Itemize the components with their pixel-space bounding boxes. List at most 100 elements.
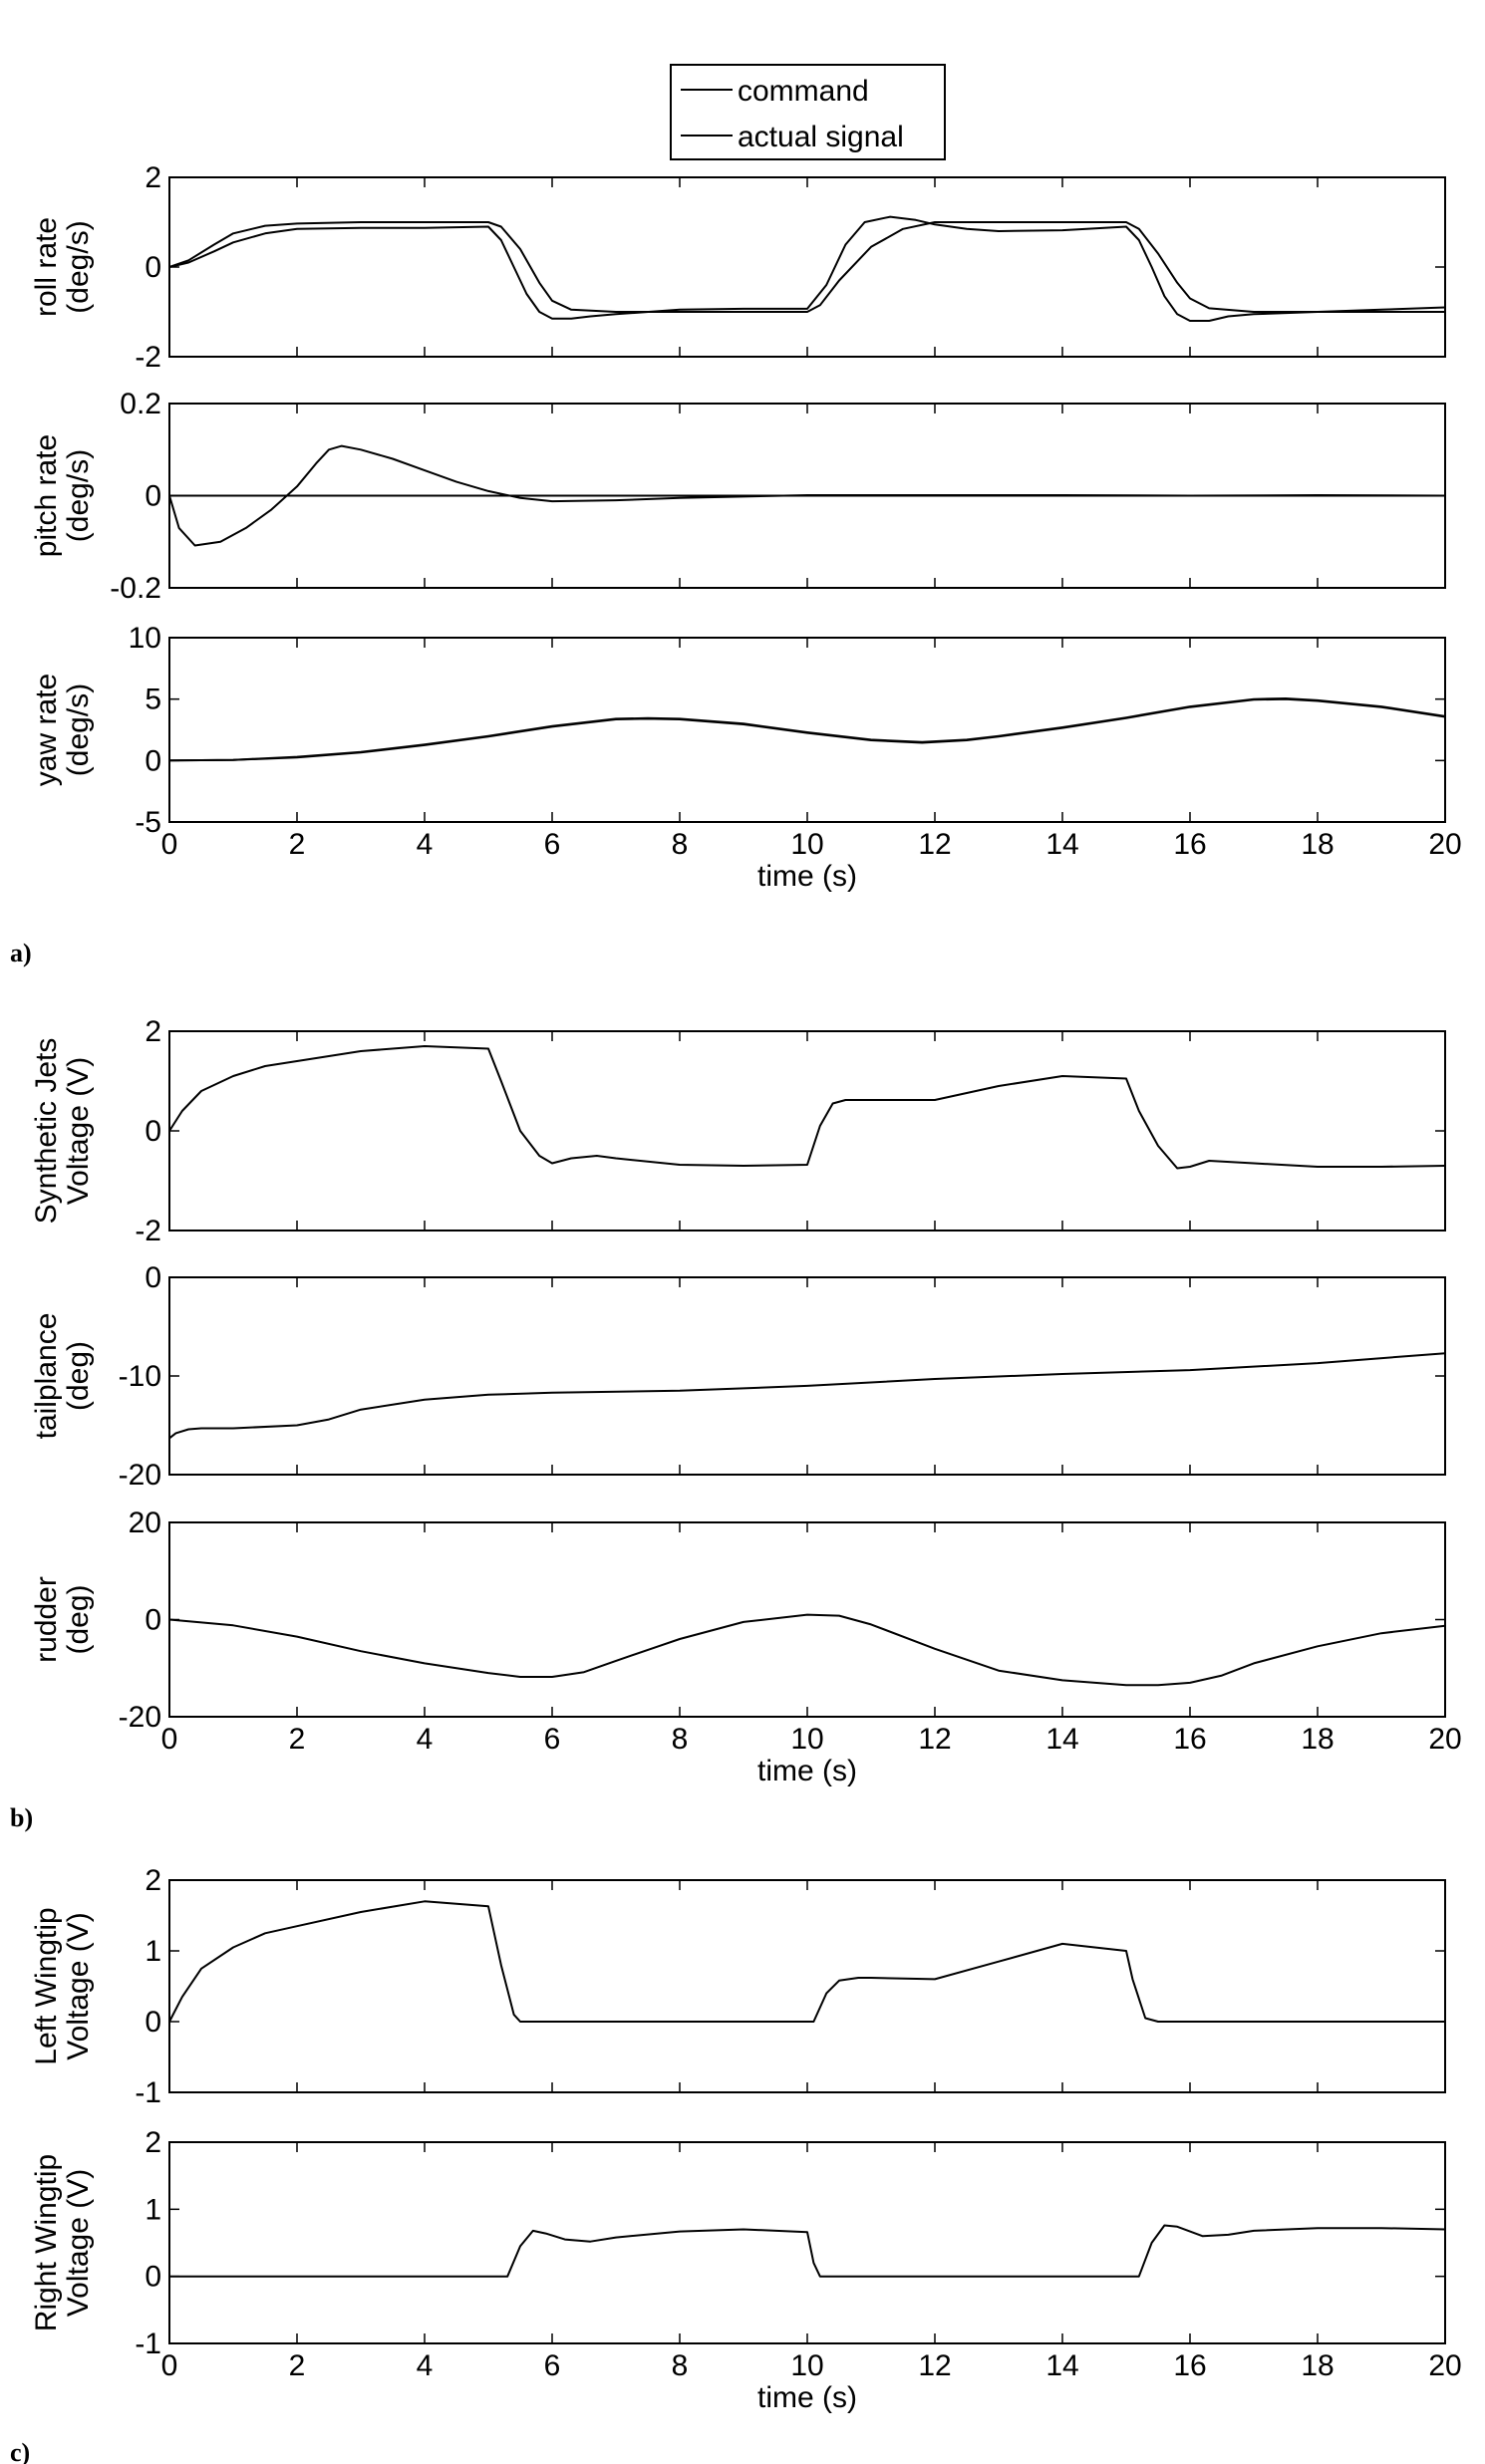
x-tick-label: 2 <box>289 2349 306 2382</box>
x-tick-label: 6 <box>544 1723 561 1756</box>
y-tick-label: 0 <box>145 2006 161 2039</box>
y-axis-label-line: Left Wingtip <box>30 1907 63 2064</box>
y-tick-label: 10 <box>129 622 161 655</box>
y-axis-label-line: roll rate <box>30 217 63 317</box>
series-line-actual-signal <box>168 215 1446 322</box>
y-tick-label: -20 <box>119 1459 161 1492</box>
y-tick-label: 2 <box>145 2126 161 2159</box>
y-tick-label: -2 <box>135 341 161 374</box>
x-tick-label: 10 <box>790 828 823 861</box>
x-tick-label: 10 <box>790 2349 823 2382</box>
y-axis-label: pitch rate(deg/s) <box>30 434 95 557</box>
x-tick-label: 8 <box>672 828 689 861</box>
y-tick-label: 20 <box>129 1506 161 1539</box>
y-axis-label: Synthetic JetsVoltage (V) <box>30 1038 95 1225</box>
y-tick-label: 5 <box>145 684 161 716</box>
subplot-2: -0.2 0 0.2 pitch rate(deg/s) <box>30 388 1446 605</box>
subplot-7: -1 0 1 2 Left WingtipVoltage (V) <box>30 1864 1446 2109</box>
legend-label-actual-signal: actual signal <box>738 121 904 153</box>
x-tick-label: 4 <box>417 2349 434 2382</box>
x-tick-label: 10 <box>790 1723 823 1756</box>
y-tick-label: 0 <box>145 480 161 513</box>
y-tick-label: -5 <box>135 806 161 839</box>
x-tick-label: 16 <box>1173 2349 1206 2382</box>
y-axis-label: rudder(deg) <box>30 1576 95 1663</box>
y-tick-label: -2 <box>135 1215 161 1247</box>
y-axis-label: yaw rate(deg/s) <box>30 674 95 786</box>
x-tick-label: 16 <box>1173 828 1206 861</box>
y-tick-label: 2 <box>145 161 161 194</box>
y-axis-label-line: Voltage (V) <box>62 1057 95 1205</box>
series-line-signal <box>168 1045 1446 1170</box>
subplot-1: -2 0 2 roll rate(deg/s) <box>30 161 1446 374</box>
x-tick-label: 16 <box>1173 1723 1206 1756</box>
x-tick-label: 0 <box>161 828 178 861</box>
x-tick-label: 6 <box>544 828 561 861</box>
x-tick-label: 20 <box>1428 828 1461 861</box>
x-tick-label: 4 <box>417 1723 434 1756</box>
y-tick-label: 2 <box>145 1015 161 1048</box>
y-axis-label-line: (deg/s) <box>62 220 95 313</box>
y-tick-label: 0 <box>145 2261 161 2294</box>
subplot-4: -2 0 2 Synthetic JetsVoltage (V) <box>30 1015 1446 1247</box>
plot-frame <box>168 1030 1446 1232</box>
series-line-signal <box>169 2224 1446 2278</box>
series-line-signal <box>168 1613 1446 1687</box>
y-axis-label-line: tailplance <box>30 1313 63 1440</box>
y-tick-label: 2 <box>145 1864 161 1897</box>
panel-label-a: a) <box>10 939 32 967</box>
x-tick-label: 14 <box>1045 2349 1078 2382</box>
x-tick-label: 2 <box>289 1723 306 1756</box>
y-axis-label-line: (deg/s) <box>62 449 95 542</box>
x-tick-label: 12 <box>918 1723 951 1756</box>
x-tick-label: 18 <box>1301 2349 1334 2382</box>
x-tick-label: 12 <box>918 2349 951 2382</box>
y-tick-label: 0 <box>145 744 161 777</box>
plot-frame <box>168 1276 1446 1476</box>
plot-frame <box>168 1521 1446 1718</box>
x-tick-label: 2 <box>289 828 306 861</box>
y-tick-label: -1 <box>135 2327 161 2360</box>
y-axis-label-line: Voltage (V) <box>62 1912 95 2059</box>
x-tick-label: 14 <box>1045 1723 1078 1756</box>
x-tick-label: 0 <box>161 2349 178 2382</box>
y-tick-label: -10 <box>119 1360 161 1393</box>
legend-label-command: command <box>738 75 869 108</box>
series-line-command <box>168 221 1445 313</box>
x-axis-label: time (s) <box>757 1755 857 1787</box>
y-axis-label-line: Synthetic Jets <box>30 1038 63 1225</box>
y-tick-label: -20 <box>119 1701 161 1734</box>
panel-label-b: b) <box>10 1803 33 1832</box>
y-axis-label: tailplance(deg) <box>30 1313 95 1440</box>
y-axis-label-line: rudder <box>30 1576 63 1663</box>
x-tick-label: 20 <box>1428 1723 1461 1756</box>
series-line-command <box>168 697 1446 762</box>
y-axis-label: roll rate(deg/s) <box>30 217 95 317</box>
y-axis-label-line: pitch rate <box>30 434 63 557</box>
x-axis-label: time (s) <box>757 860 857 893</box>
legend: command actual signal <box>670 64 946 160</box>
y-tick-label: 1 <box>145 1935 161 1968</box>
series-line-signal <box>168 1900 1445 2023</box>
y-tick-label: -1 <box>135 2076 161 2109</box>
plot-frame <box>168 2141 1446 2344</box>
y-axis-label: Left WingtipVoltage (V) <box>30 1907 95 2064</box>
x-tick-label: 20 <box>1428 2349 1461 2382</box>
x-tick-label: 0 <box>161 1723 178 1756</box>
y-tick-label: 0 <box>145 1604 161 1637</box>
panel-label-c: c) <box>10 2438 30 2464</box>
series-line-actual-signal <box>168 697 1446 762</box>
y-axis-label-line: yaw rate <box>30 674 63 786</box>
y-axis-label: Right WingtipVoltage (V) <box>30 2154 95 2331</box>
y-tick-label: -0.2 <box>110 572 161 605</box>
x-tick-label: 8 <box>672 2349 689 2382</box>
x-tick-label: 14 <box>1045 828 1078 861</box>
x-tick-label: 18 <box>1301 828 1334 861</box>
y-axis-label-line: Right Wingtip <box>30 2154 63 2331</box>
y-tick-label: 1 <box>145 2193 161 2226</box>
